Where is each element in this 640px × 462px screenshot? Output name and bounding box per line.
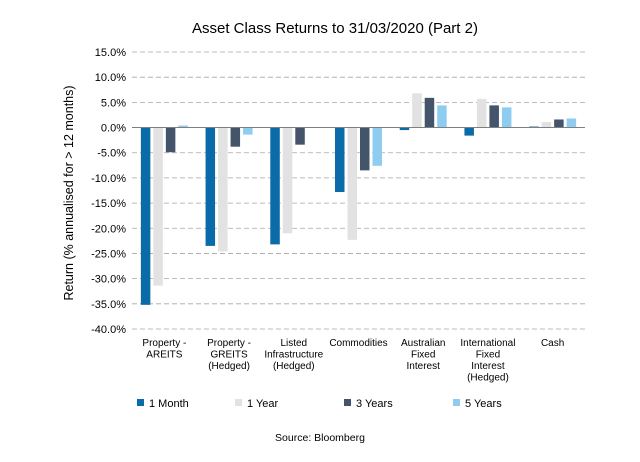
bars [140, 93, 577, 305]
bar [412, 93, 422, 128]
bar [399, 127, 410, 131]
bar [270, 127, 280, 245]
bar [165, 127, 176, 153]
legend-label: 1 Month [149, 398, 189, 410]
legend-label: 1 Year [247, 398, 279, 410]
y-axis-label: Return (% annualised for > 12 months) [62, 85, 76, 300]
bar [372, 127, 382, 166]
bar [178, 125, 188, 128]
bar [360, 127, 370, 171]
legend-item: 5 Years [453, 398, 502, 410]
legend-swatch [453, 399, 460, 406]
y-tick-label: 10.0% [95, 72, 126, 84]
bar [464, 127, 474, 136]
bar [489, 105, 499, 128]
bar [205, 127, 216, 246]
legend-item: 1 Month [137, 398, 189, 410]
x-tick-label: Property -GREITS (Hedged) [207, 338, 251, 372]
source-note: Source: Bloomberg [275, 432, 365, 444]
y-tick-label: -5.0% [97, 148, 126, 160]
y-tick-label: 5.0% [101, 97, 126, 109]
bar [347, 127, 357, 240]
x-tick-label: Commodities [329, 338, 387, 349]
bar [295, 127, 305, 145]
gridlines [132, 51, 585, 330]
bar [153, 127, 163, 286]
y-tick-label: -15.0% [91, 198, 126, 210]
y-tick-label: -35.0% [91, 299, 126, 311]
bar [424, 97, 435, 128]
y-tick-label: -10.0% [91, 173, 126, 185]
x-tick-label: Property -AREITS [142, 338, 186, 361]
bar [243, 127, 253, 135]
bar [529, 126, 539, 128]
legend-swatch [137, 399, 144, 406]
legend-label: 5 Years [465, 398, 502, 410]
chart-title: Asset Class Returns to 31/03/2020 (Part … [192, 20, 478, 37]
y-tick-label: -25.0% [91, 248, 126, 260]
bar [335, 127, 345, 193]
bar [282, 127, 293, 234]
x-tick-label: Cash [541, 338, 564, 349]
y-tick-label: 0.0% [101, 123, 126, 135]
bar [218, 127, 228, 252]
category-labels: Property -AREITS Property -GREITS (Hedged)… [142, 338, 564, 384]
legend-label: 3 Years [356, 398, 393, 410]
y-tick-label: -20.0% [91, 223, 126, 235]
legend-item: 3 Years [344, 398, 393, 410]
bar [140, 127, 151, 305]
bar [541, 122, 552, 128]
legend-swatch [344, 399, 351, 406]
x-tick-label: Listed Infrastructure (Hedged) [264, 338, 323, 372]
y-tick-label: -40.0% [91, 324, 126, 336]
bar [437, 105, 447, 128]
bar [566, 118, 577, 128]
bar [230, 127, 241, 147]
legend-swatch [235, 399, 242, 406]
legend: 1 Month 1 Year 3 Years 5 Years [137, 398, 502, 410]
y-axis-ticks: 15.0% 10.0% 5.0% 0.0% -5.0% -10.0% -15.0% -20.0… [91, 47, 126, 336]
legend-item: 1 Year [235, 398, 279, 410]
bar [476, 98, 487, 128]
x-tick-label: Australian Fixed Interest [401, 338, 445, 372]
bar [554, 119, 564, 128]
y-tick-label: 15.0% [95, 47, 126, 59]
bar [501, 107, 512, 128]
x-tick-label: International Fixed Interest (Hedged) [460, 338, 515, 384]
y-tick-label: -30.0% [91, 274, 126, 286]
